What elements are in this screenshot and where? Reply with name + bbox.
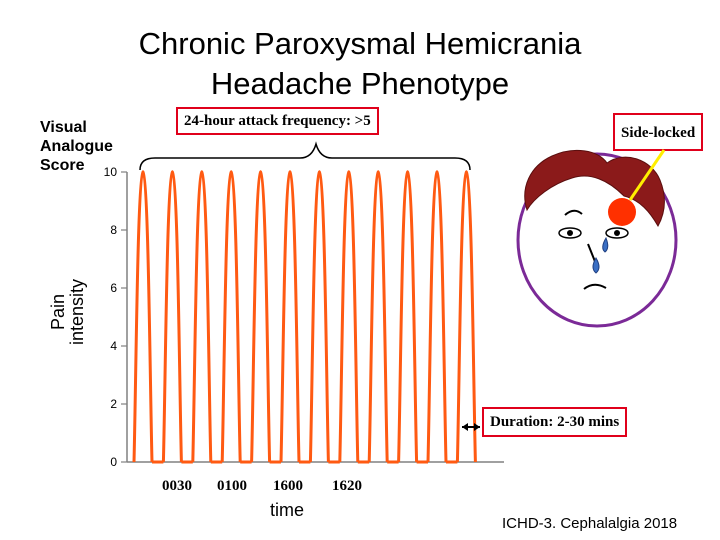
attack-peak	[161, 170, 183, 463]
pain-spot	[608, 198, 636, 226]
side-locked-annotation: Side-locked	[613, 113, 704, 151]
mouth	[583, 283, 607, 290]
nose-drop	[592, 257, 600, 274]
title-line-1: Chronic Paroxysmal Hemicrania	[138, 26, 582, 61]
title-line-2: Headache Phenotype	[210, 66, 510, 101]
attack-peak	[279, 170, 301, 463]
y-ticks: 0 2 4 6 8 10	[104, 165, 127, 469]
attack-peak	[191, 170, 213, 463]
duration-annotation: Duration: 2-30 mins	[482, 407, 628, 437]
attack-peak	[426, 170, 448, 463]
hair	[524, 149, 665, 228]
attack-peak	[338, 170, 360, 463]
y-tick-label: 4	[110, 339, 117, 353]
citation: ICHD-3. Cephalalgia 2018	[502, 515, 678, 532]
attack-peak	[132, 170, 154, 463]
attack-peak	[397, 170, 419, 463]
vas-label-line-2: Analogue	[40, 138, 113, 155]
duration-marker	[462, 423, 480, 431]
vas-label-line-1: Visual	[40, 119, 87, 136]
y-tick-label: 6	[110, 281, 117, 295]
vas-label: Visual Analogue Score	[40, 118, 113, 175]
x-tick-label: 1600	[273, 478, 303, 494]
left-brow	[564, 209, 583, 216]
y-tick-label: 8	[110, 223, 117, 237]
pointer-line	[628, 149, 666, 201]
series-line	[132, 170, 477, 464]
face-illustration	[516, 149, 678, 328]
attack-peak	[308, 170, 330, 463]
attack-peak	[455, 170, 477, 463]
frequency-annotation: 24-hour attack frequency: >5	[176, 107, 379, 135]
y-tick-label: 2	[110, 397, 117, 411]
chart-title: Chronic Paroxysmal Hemicrania Headache P…	[60, 24, 660, 104]
y-tick-label: 0	[110, 455, 117, 469]
x-tick-label: 0100	[217, 478, 247, 494]
x-tick-label: 1620	[332, 478, 362, 494]
attack-peak	[250, 170, 272, 463]
x-tick-label: 0030	[162, 478, 192, 494]
tear-drop	[602, 236, 609, 253]
attack-peak	[367, 170, 389, 463]
y-tick-label: 10	[104, 165, 118, 179]
frequency-brace	[139, 141, 471, 171]
x-axis-label: time	[270, 500, 305, 520]
vas-label-line-3: Score	[40, 157, 85, 174]
attack-peak	[220, 170, 242, 463]
x-tick-labels: 0030 0100 1600 1620	[162, 478, 362, 494]
